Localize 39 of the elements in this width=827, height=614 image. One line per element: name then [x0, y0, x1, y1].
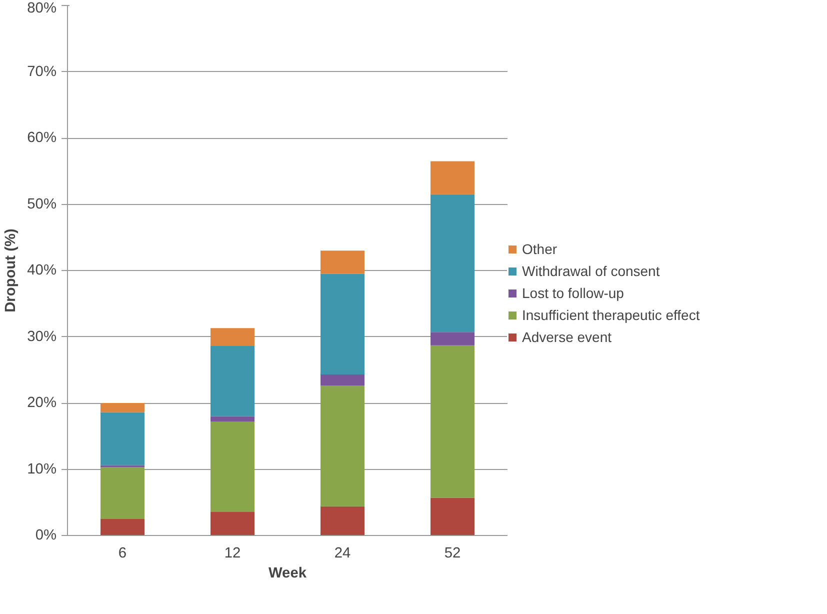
y-tick-label: 30% — [27, 328, 57, 345]
y-tick-label: 60% — [27, 130, 57, 146]
x-axis-title: Week — [268, 566, 308, 582]
bar — [320, 506, 364, 536]
legend-label: Adverse event — [522, 329, 612, 345]
bar — [210, 416, 254, 422]
bar — [210, 422, 254, 512]
y-tick-label: 50% — [27, 196, 57, 212]
x-tick-label: 24 — [334, 546, 351, 562]
bar — [210, 328, 254, 346]
bar — [320, 250, 364, 274]
y-tick-label: 80% — [27, 0, 57, 16]
y-axis-title: Dropout (%) — [3, 228, 20, 312]
y-tick-label: 70% — [27, 64, 57, 80]
bar — [100, 403, 144, 412]
y-tick-label: 20% — [27, 395, 57, 411]
bar — [320, 374, 364, 386]
bar — [320, 386, 364, 506]
bar — [430, 332, 474, 346]
bar — [100, 467, 144, 519]
bar — [100, 518, 144, 536]
bar — [100, 412, 144, 466]
y-tick-label: 40% — [27, 262, 57, 278]
y-tick-label: 10% — [27, 461, 57, 478]
legend-label: Insufficient therapeutic effect — [522, 307, 700, 323]
bar — [430, 345, 474, 498]
bar — [430, 498, 474, 536]
bar — [210, 346, 254, 416]
legend-label: Lost to follow-up — [522, 285, 624, 301]
bar — [430, 194, 474, 332]
y-tick-label: 0% — [35, 528, 57, 544]
legend-label: Other — [522, 241, 558, 257]
x-tick-label: 12 — [224, 546, 241, 562]
bar — [320, 274, 364, 375]
bar — [430, 161, 474, 194]
legend-label: Withdrawal of consent — [522, 263, 660, 279]
bar — [210, 512, 254, 536]
x-tick-label: 52 — [444, 546, 461, 562]
x-tick-label: 6 — [118, 546, 127, 562]
